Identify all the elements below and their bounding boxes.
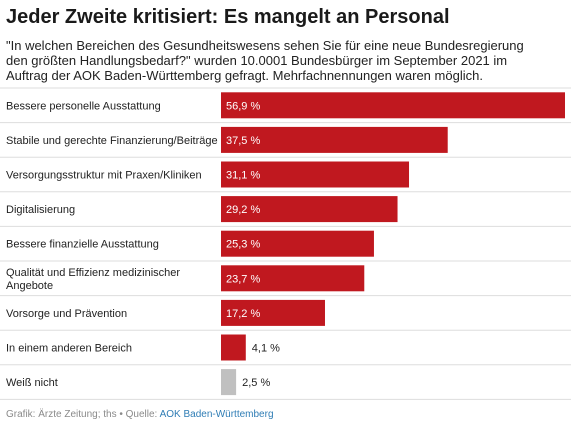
bar [221,334,246,361]
category-label: Qualität und Effizienz medizinischer Ange… [6,267,180,292]
category-label: Stabile und gerechte Finanzierung/Beiträ… [6,135,218,147]
value-label: 2,5 % [242,377,270,389]
category-label: Weiß nicht [6,377,58,389]
value-label: 25,3 % [226,239,260,251]
value-label: 31,1 % [226,170,260,182]
source-prefix: Grafik: Ärzte Zeitung; ths • Quelle: [6,409,158,420]
category-label: In einem anderen Bereich [6,343,132,355]
bar [221,369,237,396]
bar [221,299,325,326]
value-label: 4,1 % [252,343,280,355]
bar [221,265,365,292]
source-link[interactable]: AOK Baden-Württemberg [159,409,274,420]
bar [221,196,398,223]
bar [221,230,374,257]
value-label: 17,2 % [226,308,260,320]
category-label: Bessere personelle Ausstattung [6,100,161,112]
value-label: 37,5 % [226,135,260,147]
bar [221,92,565,119]
source-note: Grafik: Ärzte Zeitung; ths • Quelle: AOK… [6,409,274,420]
category-label: Digitalisierung [6,204,75,216]
bar [221,126,448,153]
chart-title: Jeder Zweite kritisiert: Es mangelt an P… [6,6,450,28]
category-label: Bessere finanzielle Ausstattung [6,239,159,251]
bar [221,161,410,188]
chart-subtitle: "In welchen Bereichen des Gesundheitswes… [6,38,524,83]
value-label: 29,2 % [226,204,260,216]
value-label: 23,7 % [226,273,260,285]
value-label: 56,9 % [226,100,260,112]
category-label: Versorgungsstruktur mit Praxen/Kliniken [6,170,202,182]
category-label: Vorsorge und Prävention [6,308,127,320]
